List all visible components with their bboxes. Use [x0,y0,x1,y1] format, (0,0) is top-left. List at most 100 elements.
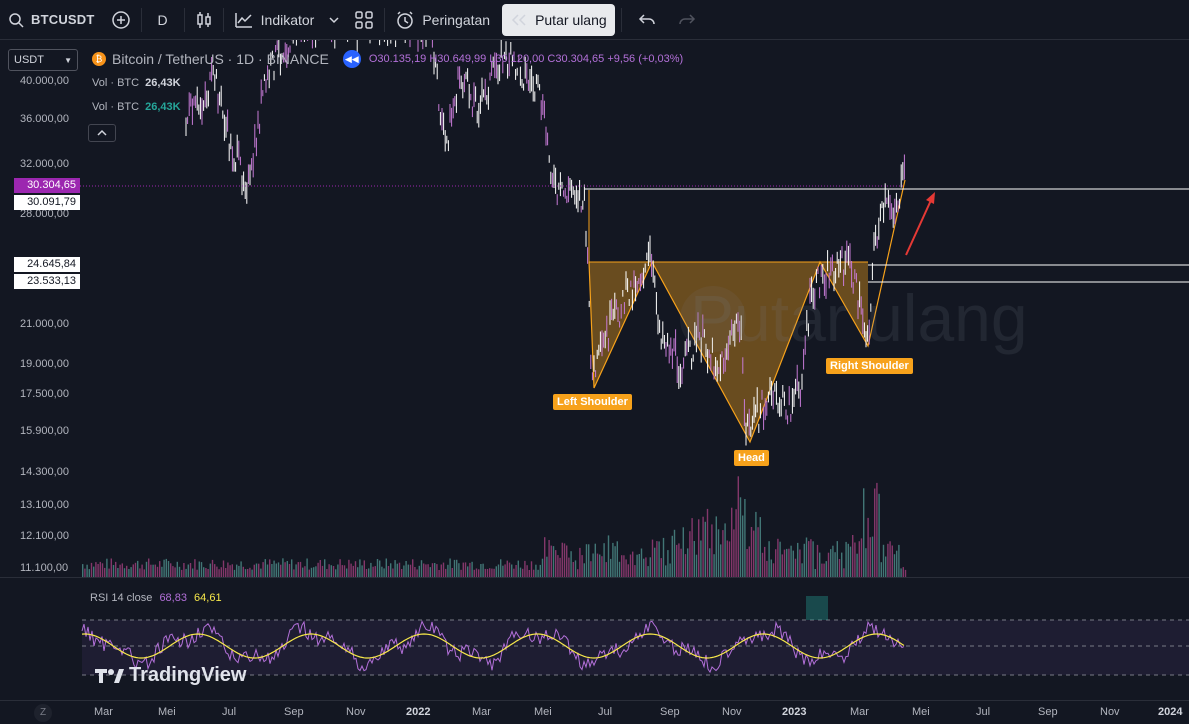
volume-bar [555,550,557,578]
volume-bar [394,560,396,578]
rsi-pane[interactable]: RSI 14 close 68,83 64,61 TradingView [0,577,1189,697]
collapse-legend-button[interactable] [88,124,116,142]
volume-bar [385,558,387,578]
price-label: 21.000,00 [20,318,69,330]
indicators-button[interactable]: Indikator [226,4,323,36]
volume-bar [634,565,636,578]
time-label: Sep [1038,706,1058,718]
volume-bar [863,488,865,578]
volume-bar [830,549,832,578]
volume-bar [308,569,310,578]
volume-bar [187,564,189,578]
replay-watermark-icon [680,286,746,352]
volume-bar [814,569,816,578]
price-label: 19.000,00 [20,358,69,370]
volume-bar [753,530,755,578]
volume-bar [284,562,286,578]
volume-bar [412,559,414,578]
undo-button[interactable] [624,4,670,36]
volume-bar [141,564,143,578]
volume-bar [513,568,515,578]
tradingview-logo-icon [95,668,124,683]
volume-bar [115,561,117,578]
volume-bar [456,559,458,578]
volume-bar [805,537,808,578]
volume-bar [557,555,559,578]
volume-bar [640,548,643,578]
time-axis[interactable]: Z Mar Mei Jul Sep Nov 2022 Mar Mei Jul S… [0,700,1189,724]
volume-bar [669,563,671,578]
chart-type-button[interactable] [187,4,221,36]
volume-bar [251,569,253,578]
volume-bar [258,563,260,578]
rsi-band [82,620,1189,675]
volume-bar [898,544,900,578]
volume-bar [460,569,462,578]
volume-bar [420,560,423,578]
tradingview-logo: TradingView [95,664,246,687]
price-label: 32.000,00 [20,158,69,170]
price-label: 14.300,00 [20,466,69,478]
volume-bar [132,564,134,578]
volume-bar [504,564,506,578]
indicators-dropdown[interactable] [322,4,346,36]
volume-bar [695,554,698,578]
volume-bar [159,561,161,578]
volume-bar [196,569,198,578]
last-price-tag: 30.304,65 [14,178,80,193]
interval-button[interactable]: D [144,4,182,36]
volume-bar [574,560,577,578]
volume-bar [887,543,889,578]
redo-button[interactable] [670,4,704,36]
indicators-label: Indikator [260,11,315,28]
left-shoulder-label[interactable]: Left Shoulder [553,394,632,410]
symbol-search-button[interactable]: BTCUSDT [0,4,103,36]
divider [384,7,386,32]
volume-bar [97,564,99,578]
replay-button[interactable]: Putar ulang [502,3,615,36]
price-chart-canvas[interactable] [0,40,1189,700]
volume-bar [84,568,86,578]
volume-bar [93,566,95,578]
volume-bar [306,558,308,578]
volume-bar [684,554,687,578]
volume-bar [858,541,860,578]
alerts-button[interactable]: Peringatan [387,4,498,36]
price-axis[interactable]: 40.000,00 36.000,00 32.000,00 28.000,00 … [0,40,80,575]
volume-bar [671,535,673,578]
divider [183,7,185,32]
volume-bar [121,563,123,578]
volume-bar [280,564,282,578]
head-label[interactable]: Head [734,450,769,466]
layout-button[interactable] [346,4,382,36]
volume-bar [739,497,742,578]
replay-label: Putar ulang [535,11,607,28]
divider [140,7,142,32]
volume-bar [761,552,764,578]
volume-bar [665,565,667,578]
volume-value: 26,43K [145,101,181,113]
volume-bar [548,540,550,578]
volume-bar [880,562,882,578]
volume-bar [359,559,361,578]
chart-pane[interactable]: Putar ulang USDT ▼ 40.000,00 36.000,00 3… [0,40,1189,700]
volume-bar [227,562,229,578]
volume-bar [370,562,372,578]
zoom-reset-button[interactable]: Z [34,704,52,722]
replay-badge-icon[interactable]: ◀◀ [342,50,361,68]
volume-bar [579,547,581,578]
volume-bar [482,563,484,578]
volume-bar [431,563,434,578]
volume-bar [242,566,244,578]
volume-bar [339,559,341,578]
currency-select[interactable]: USDT ▼ [8,49,78,71]
chevron-down-icon [329,16,339,23]
price-label: 13.100,00 [20,499,69,511]
volume-bar [326,569,328,578]
volume-bar [161,566,163,578]
horizontal-line-tag: 30.091,79 [14,195,80,210]
compare-symbol-button[interactable] [103,4,139,36]
right-shoulder-label[interactable]: Right Shoulder [826,358,913,374]
volume-bar [902,567,904,578]
volume-bar [537,569,539,578]
